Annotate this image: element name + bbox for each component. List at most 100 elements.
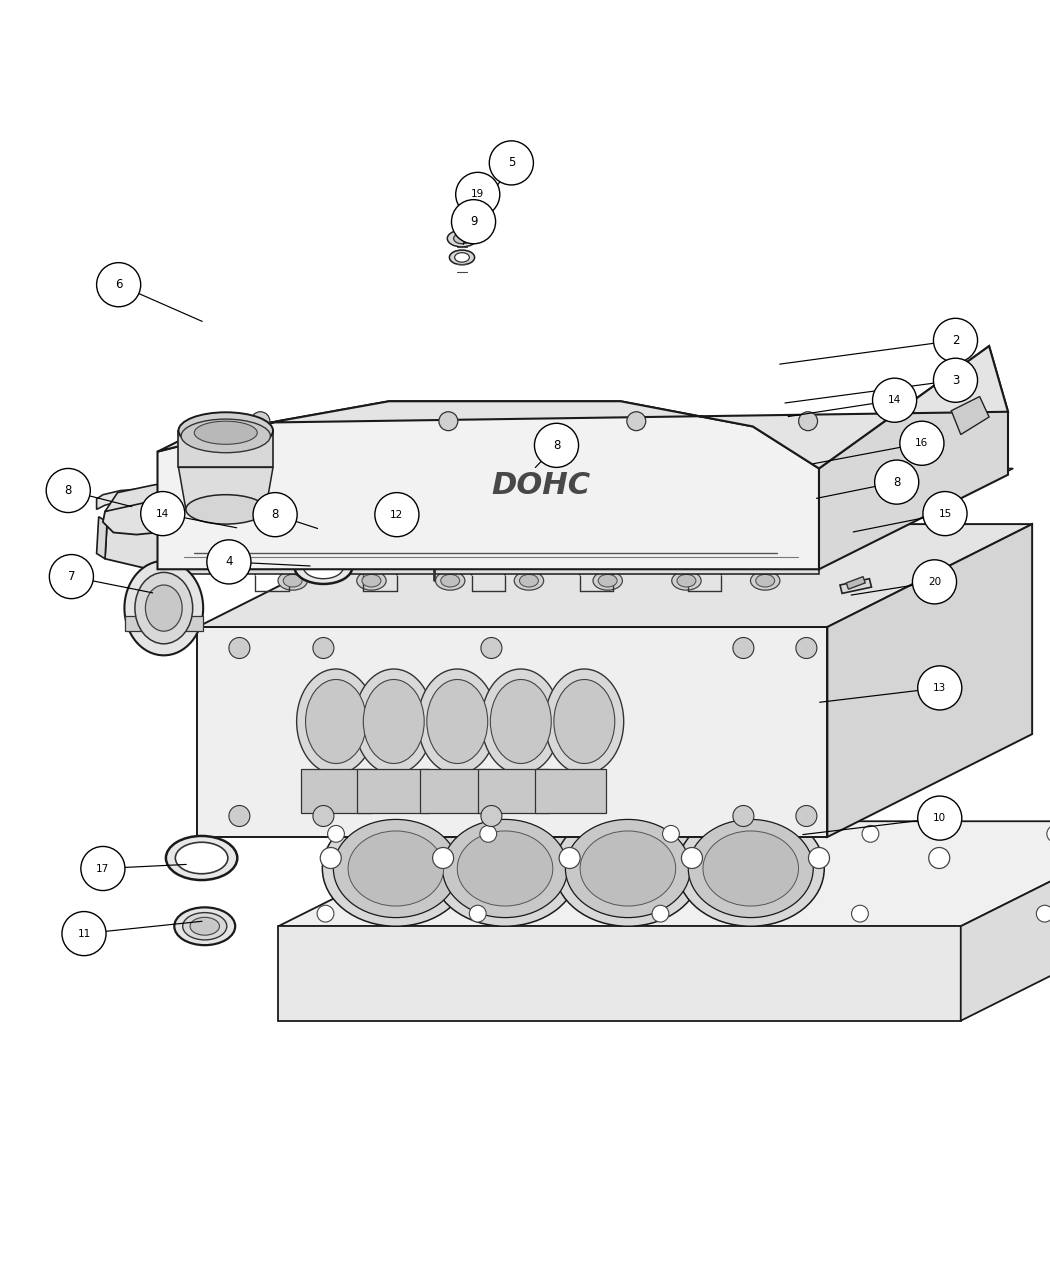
Circle shape <box>433 848 454 868</box>
Polygon shape <box>308 510 370 538</box>
Text: 7: 7 <box>67 570 76 583</box>
Ellipse shape <box>278 571 308 590</box>
Ellipse shape <box>672 571 701 590</box>
Polygon shape <box>819 346 1008 569</box>
Circle shape <box>1047 825 1050 843</box>
Circle shape <box>397 450 412 465</box>
Ellipse shape <box>134 572 193 644</box>
Ellipse shape <box>566 820 691 918</box>
Ellipse shape <box>334 820 459 918</box>
Ellipse shape <box>183 913 227 940</box>
Polygon shape <box>158 402 819 569</box>
Bar <box>357 769 428 813</box>
Text: 6: 6 <box>114 278 123 291</box>
Ellipse shape <box>481 669 561 774</box>
Circle shape <box>207 539 251 584</box>
Ellipse shape <box>284 575 302 586</box>
Polygon shape <box>178 468 273 510</box>
Circle shape <box>796 806 817 826</box>
Circle shape <box>317 905 334 922</box>
Text: 4: 4 <box>225 556 233 569</box>
Circle shape <box>652 905 669 922</box>
Circle shape <box>313 806 334 826</box>
Polygon shape <box>380 511 436 533</box>
Circle shape <box>933 358 978 403</box>
Polygon shape <box>452 210 472 236</box>
Text: 11: 11 <box>78 928 90 938</box>
Circle shape <box>328 825 344 843</box>
Circle shape <box>129 565 196 632</box>
Circle shape <box>1036 905 1050 922</box>
Circle shape <box>452 200 496 244</box>
Circle shape <box>733 806 754 826</box>
Polygon shape <box>357 467 420 509</box>
Polygon shape <box>97 479 208 510</box>
Text: DOHC: DOHC <box>491 470 590 500</box>
Circle shape <box>627 412 646 431</box>
Polygon shape <box>152 566 819 575</box>
Polygon shape <box>158 346 1008 468</box>
Circle shape <box>733 638 754 658</box>
Ellipse shape <box>677 811 824 926</box>
Circle shape <box>141 492 185 536</box>
Ellipse shape <box>545 669 624 774</box>
Ellipse shape <box>194 421 257 444</box>
Circle shape <box>308 450 322 465</box>
Text: 19: 19 <box>471 190 484 199</box>
Text: 8: 8 <box>892 476 901 488</box>
Bar <box>534 769 606 813</box>
Ellipse shape <box>756 575 775 586</box>
Ellipse shape <box>441 575 460 586</box>
Circle shape <box>417 492 450 527</box>
Polygon shape <box>951 397 989 435</box>
Ellipse shape <box>751 571 780 590</box>
Text: 15: 15 <box>939 509 951 519</box>
Polygon shape <box>197 627 827 836</box>
Ellipse shape <box>174 908 235 945</box>
Polygon shape <box>105 478 200 511</box>
Ellipse shape <box>175 843 228 873</box>
Polygon shape <box>586 499 640 520</box>
Text: 17: 17 <box>97 863 109 873</box>
Text: 14: 14 <box>888 395 901 405</box>
Text: 14: 14 <box>156 509 169 519</box>
Circle shape <box>565 450 580 465</box>
Ellipse shape <box>186 495 266 524</box>
Ellipse shape <box>355 669 433 774</box>
Polygon shape <box>152 468 1013 566</box>
Ellipse shape <box>362 575 381 586</box>
Ellipse shape <box>449 250 475 265</box>
Text: 8: 8 <box>271 509 279 521</box>
Polygon shape <box>105 521 166 572</box>
Circle shape <box>918 666 962 710</box>
Circle shape <box>81 847 125 890</box>
Ellipse shape <box>306 680 366 764</box>
Text: 10: 10 <box>933 813 946 824</box>
Circle shape <box>480 825 497 843</box>
Circle shape <box>253 492 297 537</box>
Polygon shape <box>97 516 107 558</box>
Polygon shape <box>752 476 848 506</box>
Ellipse shape <box>447 230 477 247</box>
Circle shape <box>912 560 957 604</box>
Polygon shape <box>457 467 520 509</box>
Circle shape <box>229 638 250 658</box>
Text: 8: 8 <box>64 484 72 497</box>
Ellipse shape <box>349 831 443 907</box>
Ellipse shape <box>436 571 465 590</box>
Circle shape <box>862 825 879 843</box>
Ellipse shape <box>190 917 219 935</box>
Polygon shape <box>178 431 273 468</box>
Ellipse shape <box>442 820 567 918</box>
Circle shape <box>276 450 291 465</box>
Circle shape <box>796 638 817 658</box>
Circle shape <box>46 468 90 513</box>
Ellipse shape <box>178 412 273 449</box>
Ellipse shape <box>363 680 424 764</box>
Polygon shape <box>125 617 203 631</box>
Ellipse shape <box>554 811 701 926</box>
Circle shape <box>929 848 949 868</box>
Ellipse shape <box>490 680 551 764</box>
Circle shape <box>933 319 978 362</box>
Polygon shape <box>840 579 871 593</box>
